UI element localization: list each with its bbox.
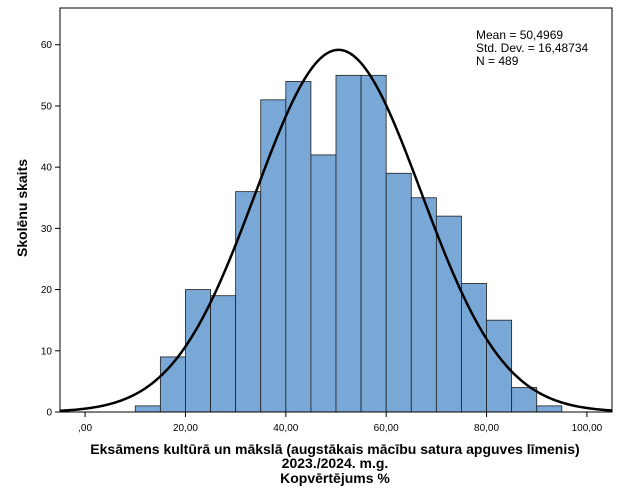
y-tick-label: 60 bbox=[41, 40, 53, 51]
x-tick-label: 100,00 bbox=[572, 423, 603, 434]
histogram-bars bbox=[134, 74, 563, 413]
histogram-bar-6 bbox=[285, 81, 312, 413]
x-axis-title-line-2: 2023./2024. m.g. bbox=[282, 455, 389, 471]
x-axis-title-line-3: Kopvērtējums % bbox=[280, 470, 390, 486]
stats-mean: Mean = 50,4969 bbox=[476, 28, 563, 42]
histogram-bar-10 bbox=[385, 172, 412, 413]
histogram-bar-1 bbox=[159, 356, 186, 413]
x-tick-label: 20,00 bbox=[173, 423, 198, 434]
histogram-bar-3 bbox=[210, 295, 237, 413]
histogram-bar-9 bbox=[360, 74, 387, 413]
y-tick-label: 40 bbox=[41, 163, 53, 174]
histogram-bar-0 bbox=[134, 405, 161, 413]
x-tick-label: 80,00 bbox=[474, 423, 499, 434]
y-tick-label: 30 bbox=[41, 224, 53, 235]
histogram-bar-16 bbox=[536, 405, 563, 413]
x-axis-title-line-1: Eksāmens kultūrā un mākslā (augstākais m… bbox=[90, 441, 579, 457]
y-tick-label: 20 bbox=[41, 285, 53, 296]
y-axis-title: Skolēnu skaits bbox=[14, 159, 30, 257]
histogram-bar-4 bbox=[235, 191, 262, 413]
y-tick-label: 10 bbox=[41, 346, 53, 357]
y-tick-label: 50 bbox=[41, 101, 53, 112]
x-tick-label: 60,00 bbox=[374, 423, 399, 434]
histogram-bar-12 bbox=[435, 215, 462, 413]
histogram-bar-15 bbox=[511, 387, 538, 413]
x-tick-label: 40,00 bbox=[273, 423, 298, 434]
y-tick-label: 0 bbox=[46, 408, 52, 419]
histogram-bar-8 bbox=[335, 74, 362, 413]
normal-curve bbox=[59, 48, 613, 412]
histogram-bar-7 bbox=[310, 154, 337, 413]
x-tick-label: ,00 bbox=[78, 423, 92, 434]
histogram-bar-13 bbox=[461, 283, 487, 413]
y-axis: 0 10 20 30 40 50 60 bbox=[41, 40, 60, 419]
histogram-bar-5 bbox=[260, 99, 287, 413]
x-axis: ,00 20,00 40,00 60,00 80,00 100,00 bbox=[78, 412, 603, 434]
stats-std-dev: Std. Dev. = 16,48734 bbox=[476, 41, 589, 55]
histogram-bar-11 bbox=[410, 197, 437, 413]
stats-n: N = 489 bbox=[476, 54, 519, 68]
plot-frame bbox=[59, 7, 613, 413]
